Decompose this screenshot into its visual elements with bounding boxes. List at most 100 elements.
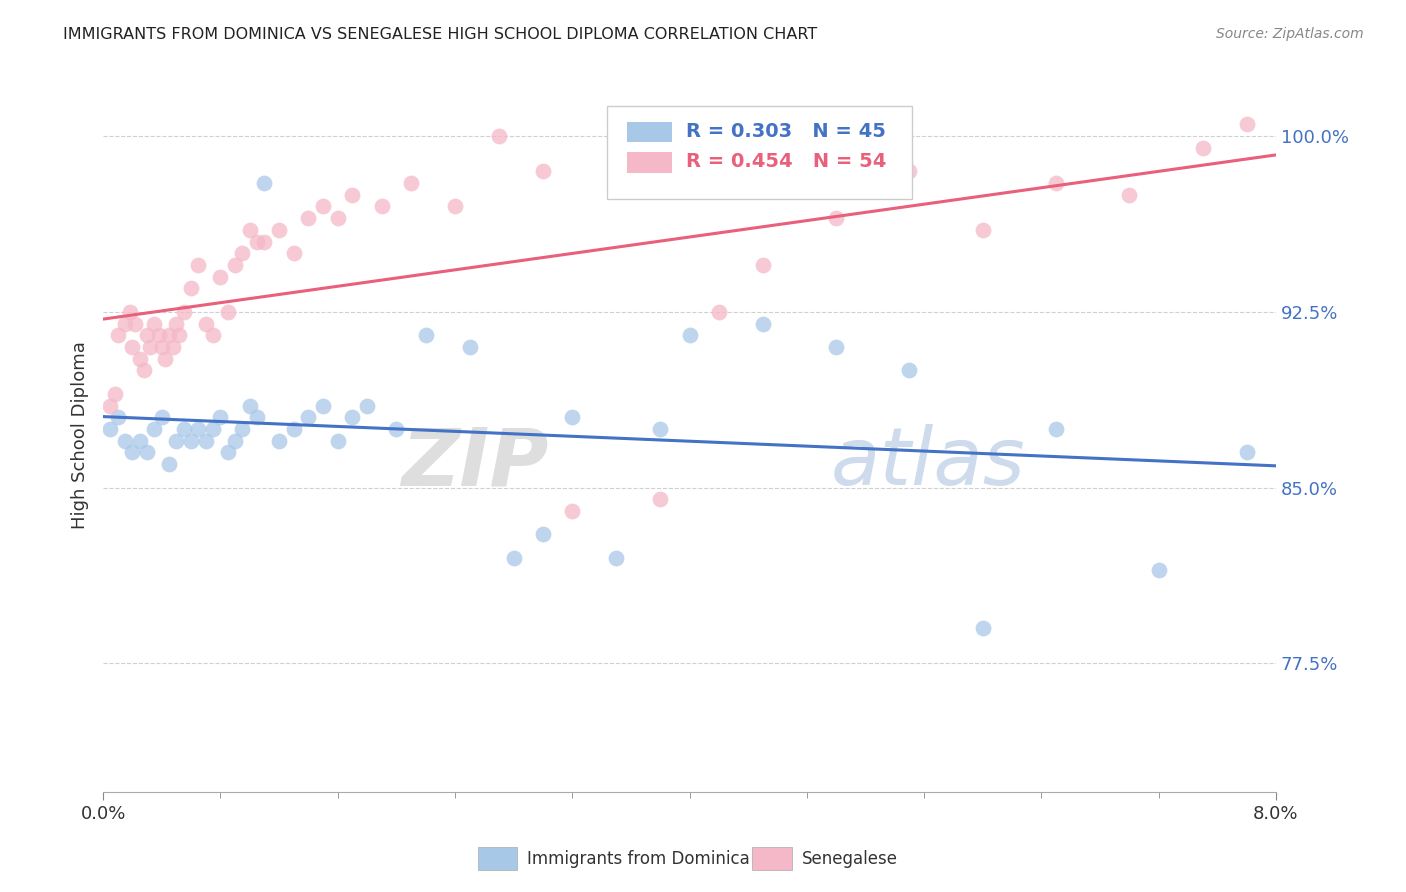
Point <box>752 258 775 272</box>
Point <box>136 328 159 343</box>
Point <box>458 340 481 354</box>
Point <box>502 550 524 565</box>
FancyBboxPatch shape <box>627 153 672 172</box>
Point <box>342 410 364 425</box>
Text: R = 0.303   N = 45: R = 0.303 N = 45 <box>686 121 886 141</box>
Point <box>605 176 627 190</box>
Point <box>173 305 195 319</box>
Point <box>165 434 187 448</box>
Text: atlas: atlas <box>831 425 1025 502</box>
Point <box>100 422 122 436</box>
Point <box>1045 176 1067 190</box>
Point <box>253 235 276 249</box>
Point <box>209 410 232 425</box>
Point <box>605 550 627 565</box>
Point <box>312 199 335 213</box>
Point <box>114 317 136 331</box>
Point <box>444 199 467 213</box>
Point <box>267 223 290 237</box>
Point <box>118 305 141 319</box>
Point <box>825 340 848 354</box>
Point <box>143 422 166 436</box>
Point <box>107 328 129 343</box>
Text: ZIP: ZIP <box>402 425 548 502</box>
Point <box>415 328 437 343</box>
Point <box>162 340 184 354</box>
Point <box>104 387 127 401</box>
Text: IMMIGRANTS FROM DOMINICA VS SENEGALESE HIGH SCHOOL DIPLOMA CORRELATION CHART: IMMIGRANTS FROM DOMINICA VS SENEGALESE H… <box>63 27 817 42</box>
Point <box>752 317 775 331</box>
Point <box>124 317 146 331</box>
Point <box>297 410 319 425</box>
Point <box>1045 422 1067 436</box>
Point <box>202 328 225 343</box>
Point <box>898 363 921 377</box>
Point <box>283 246 305 260</box>
Point <box>121 340 143 354</box>
Point <box>194 434 217 448</box>
Point <box>139 340 162 354</box>
Point <box>561 410 583 425</box>
Point <box>143 317 166 331</box>
Point <box>1191 141 1213 155</box>
Point <box>1236 117 1258 131</box>
Point <box>114 434 136 448</box>
Text: Source: ZipAtlas.com: Source: ZipAtlas.com <box>1216 27 1364 41</box>
Point <box>678 328 700 343</box>
Point <box>825 211 848 225</box>
Point <box>202 422 225 436</box>
Point <box>107 410 129 425</box>
Point <box>136 445 159 459</box>
Point <box>157 328 180 343</box>
Text: R = 0.454   N = 54: R = 0.454 N = 54 <box>686 153 886 171</box>
Point <box>246 235 269 249</box>
Point <box>385 422 408 436</box>
Point <box>239 223 262 237</box>
Point <box>326 211 349 225</box>
Point <box>217 445 239 459</box>
Point <box>246 410 269 425</box>
Point <box>157 457 180 471</box>
Point <box>297 211 319 225</box>
Point <box>224 434 246 448</box>
Point <box>153 351 176 366</box>
Point <box>180 281 202 295</box>
Point <box>561 504 583 518</box>
Point <box>128 351 150 366</box>
Point <box>165 317 187 331</box>
Point <box>1236 445 1258 459</box>
Point <box>1118 187 1140 202</box>
Point <box>231 246 253 260</box>
Point <box>180 434 202 448</box>
Point <box>217 305 239 319</box>
Point <box>150 340 173 354</box>
Point <box>312 399 335 413</box>
Point <box>707 305 730 319</box>
Point <box>399 176 422 190</box>
Point <box>370 199 392 213</box>
Text: Senegalese: Senegalese <box>801 850 897 868</box>
Point <box>531 164 554 178</box>
Point <box>128 434 150 448</box>
Point <box>187 258 209 272</box>
Point <box>169 328 191 343</box>
Point <box>187 422 209 436</box>
Point <box>173 422 195 436</box>
Point <box>898 164 921 178</box>
Point <box>194 317 217 331</box>
Point <box>224 258 246 272</box>
Point <box>356 399 378 413</box>
Point <box>267 434 290 448</box>
Point <box>650 492 672 507</box>
Point <box>531 527 554 541</box>
Point <box>972 223 994 237</box>
Point <box>209 269 232 284</box>
Point <box>148 328 170 343</box>
Point <box>253 176 276 190</box>
Point <box>1147 563 1170 577</box>
Point <box>134 363 156 377</box>
Point <box>326 434 349 448</box>
Point <box>650 422 672 436</box>
Y-axis label: High School Diploma: High School Diploma <box>72 341 89 529</box>
Point <box>283 422 305 436</box>
